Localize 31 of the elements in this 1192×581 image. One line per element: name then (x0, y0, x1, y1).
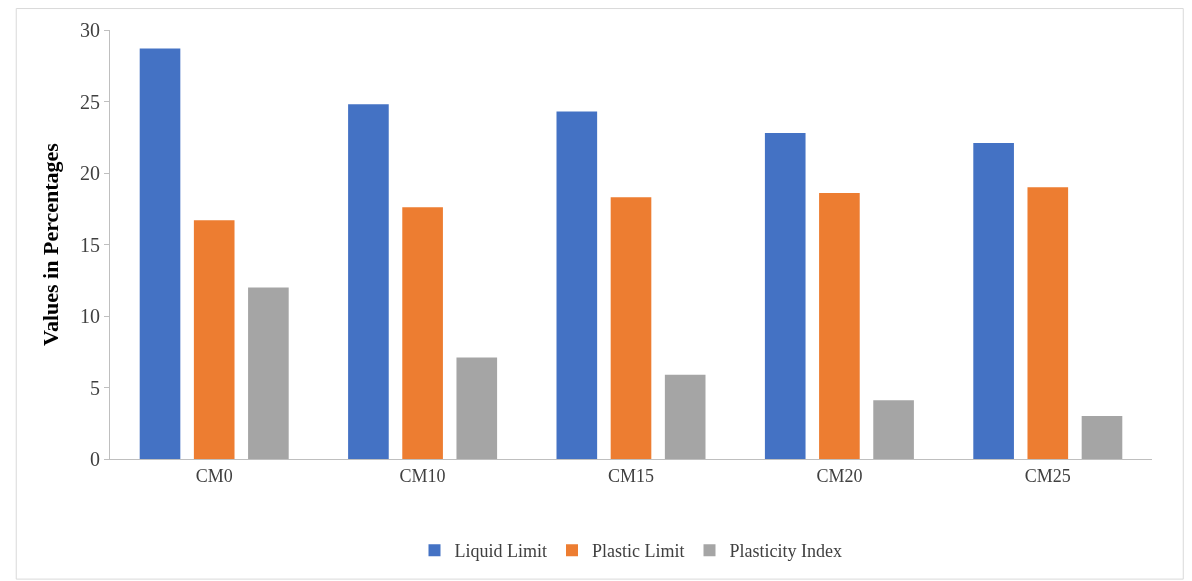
x-tick-label: CM10 (399, 465, 446, 486)
x-tick-label: CM0 (195, 465, 233, 486)
x-tick-label: CM20 (816, 465, 863, 486)
y-tick-label: 5 (90, 376, 100, 399)
y-tick-label: 20 (80, 162, 100, 184)
x-tick-label: CM15 (607, 465, 655, 486)
bar (1081, 416, 1123, 459)
y-tick-label: 10 (80, 305, 100, 327)
bar (139, 48, 181, 459)
legend-label: Plastic Limit (592, 541, 685, 562)
bar (348, 104, 389, 459)
bar (1027, 187, 1069, 459)
legend-label: Liquid Limit (454, 541, 547, 562)
bar (193, 220, 235, 459)
legend-label: Plasticity Index (729, 541, 842, 562)
y-tick-label: 25 (80, 90, 100, 113)
bar (402, 207, 443, 459)
bar (556, 111, 598, 459)
bar (248, 287, 289, 459)
y-axis-title: Values in Percentages (37, 142, 63, 346)
y-tick-label: 15 (80, 233, 100, 256)
bar (819, 193, 860, 459)
bar (873, 400, 914, 459)
bar (764, 132, 806, 459)
y-tick-label: 0 (90, 448, 100, 470)
bar (456, 357, 498, 459)
x-tick-label: CM25 (1024, 465, 1071, 486)
bar (610, 197, 652, 459)
bar (664, 374, 706, 459)
bar (973, 142, 1014, 459)
y-tick-label: 30 (80, 19, 100, 41)
